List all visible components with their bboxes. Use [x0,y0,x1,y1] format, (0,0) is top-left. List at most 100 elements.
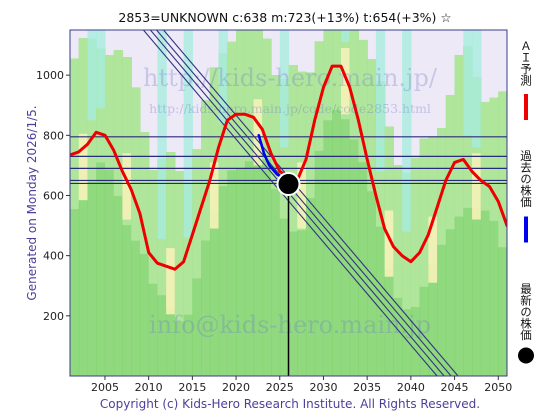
band-segment [375,81,386,376]
band-segment [279,78,290,376]
band-segment-light [104,54,115,170]
plot-area: http://kids-hero.main.jp/ http://kids-he… [70,30,507,376]
band-segment-yellow [472,153,482,220]
band-segment-cyan [463,30,473,136]
band-segment [227,41,237,376]
trend-channel-line [163,30,459,376]
band-segment-cyan [375,30,386,172]
x-tick-label: 2050 [484,381,512,394]
band-segment [445,95,456,376]
band-segment [253,30,263,376]
band-segment-yellow [253,99,263,166]
band-segment-light [209,67,220,212]
band-segment-light [445,95,456,230]
band-segment-light [113,50,124,196]
band-segment-yellow [297,162,307,229]
band-segment-light [236,30,246,169]
band-segment-cyan [340,30,351,43]
x-axis: 2005 2010 2015 2020 2025 2030 2035 2040 2045 2050 [91,376,512,394]
band-segment [78,38,89,376]
watermark-page: http://kids-hero.main.jp/code/code2853.h… [149,101,431,116]
band-segment-light [419,138,429,287]
band-segment [262,38,272,376]
legend-label: ＡＩ予測 [519,40,533,87]
band-segment-light [244,30,255,162]
band-segment-light [489,97,499,221]
band-segment-light [498,91,507,248]
band-segment-cyan [402,30,412,232]
band-segment [218,53,228,376]
x-tick-label: 2045 [441,381,469,394]
chart-title: 2853=UNKNOWN c:638 m:723(+13%) t:654(+3%… [118,10,451,25]
band-segment-light [78,38,89,201]
band-segment [104,54,115,376]
band-segment [463,46,473,376]
band-segment-yellow [428,216,438,283]
legend-item: ＡＩ予測 [519,40,533,120]
band-segment [358,39,368,376]
trend-channel-line [156,30,452,376]
band-segment [367,59,377,376]
band-segment-yellow [384,210,394,277]
band-segment-cyan [279,30,290,148]
legend-label: 過去の株価 [519,150,533,208]
band-segment-light [437,128,447,245]
band-segment-light [367,59,377,192]
band-segment-light [358,39,368,163]
x-tick-label: 2010 [135,381,163,394]
x-tick-label: 2005 [91,381,119,394]
band-segment-light [349,30,360,140]
band-segment-light [384,126,394,270]
band-segment-light [332,30,342,111]
band-segment-yellow [78,133,89,200]
band-segment [437,128,447,376]
band-segment-light [201,100,211,241]
band-segment-cyan [87,30,97,121]
x-tick-label: 2020 [222,381,250,394]
band-segment [305,72,316,376]
legend-item: 過去の株価 [519,150,533,243]
plot-frame [69,29,508,377]
x-tick-label: 2025 [266,381,294,394]
band-segment-light [227,41,237,171]
band-segment-yellow [166,248,176,315]
latest-marker [276,172,301,376]
generated-date-label: Generated on Monday 2026/1/5. [25,105,39,300]
band-segment-light [262,38,272,160]
legend-swatch [518,347,534,364]
x-tick-label: 2040 [397,381,425,394]
band-segment-cyan [96,30,106,109]
band-segment-yellow [209,162,220,229]
y-tick-label: 200 [43,310,64,323]
band-segment-yellow [122,153,132,220]
latest-price-dot [276,172,301,197]
band-segment [96,48,106,376]
band-segment-light [70,58,80,210]
band-segment [323,30,333,376]
watermark-email: info@kids-hero.main.jp [149,311,431,339]
x-tick-label: 2035 [353,381,381,394]
band-segment-light [131,87,141,241]
forecast-bands [70,30,507,376]
band-segment-cyan [472,30,482,148]
band-segment-cyan [218,30,228,124]
band-segment-light [428,136,438,265]
band-segment-light [393,165,403,298]
trend-channel [142,30,459,376]
band-segment [332,30,342,376]
band-segment-cyan [183,30,193,238]
band-segment-light [297,71,307,231]
band-segment [340,30,351,376]
band-segment [244,30,255,376]
band-segment [489,97,499,376]
y-axis: 200 400 600 800 1000 [36,69,70,323]
band-segment [139,132,150,376]
band-segment-light [279,78,290,219]
band-segment-light [288,65,298,232]
x-tick-label: 2015 [178,381,206,394]
band-segment-light [166,152,176,309]
band-segment-light [148,170,158,284]
y-tick-label: 600 [43,189,64,202]
